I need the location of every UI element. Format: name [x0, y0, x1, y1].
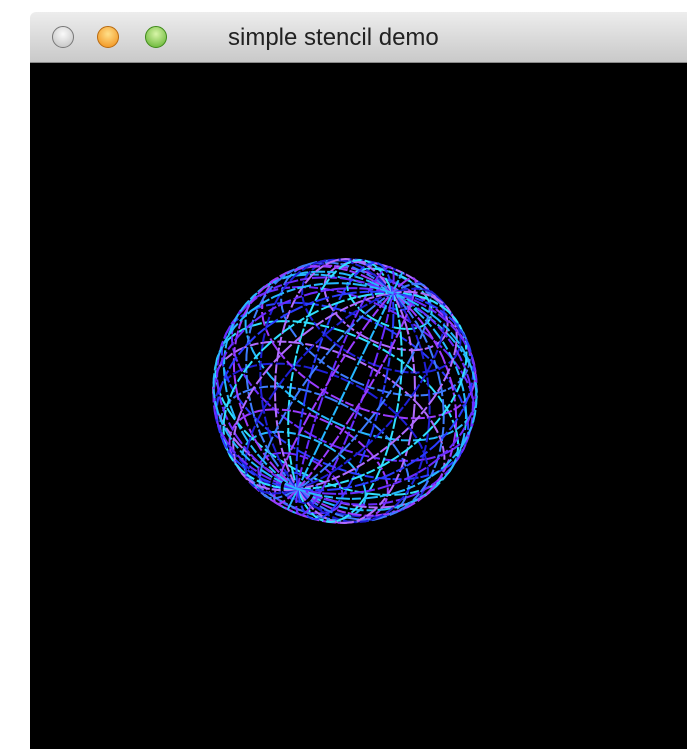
gl-viewport [30, 63, 687, 749]
close-button[interactable] [52, 26, 74, 48]
wireframe-line [216, 276, 474, 506]
wireframe-line [212, 282, 478, 500]
window: simple stencil demo [30, 12, 687, 749]
window-title: simple stencil demo [228, 24, 439, 51]
zoom-button[interactable] [145, 26, 167, 48]
wireframe-line [220, 301, 470, 481]
title-bar: simple stencil demo [30, 12, 687, 63]
wireframe-scene [212, 257, 478, 525]
minimize-button[interactable] [97, 26, 119, 48]
